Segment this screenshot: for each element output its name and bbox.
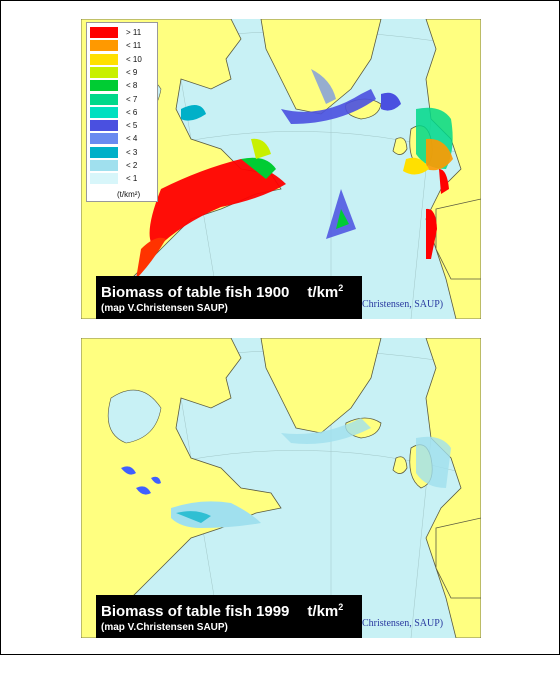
- legend-label: < 2: [126, 161, 138, 170]
- legend-label: > 11: [126, 28, 142, 37]
- ireland-land: [392, 137, 408, 155]
- map-credit-stamp: Christensen, SAUP): [362, 299, 444, 310]
- great-lakes: [121, 466, 161, 495]
- hudson-bay: [107, 389, 162, 444]
- legend-swatch: [90, 66, 118, 78]
- legend-swatch: [90, 160, 118, 171]
- caption-title-text: Biomass of table fish 1900: [101, 284, 290, 301]
- legend-swatch: [90, 27, 118, 38]
- legend-swatch: [90, 80, 118, 92]
- caption-credit: (map V.Christensen SAUP): [101, 622, 228, 633]
- legend-unit: (t/km²): [117, 190, 141, 199]
- legend-swatch: [90, 173, 118, 185]
- iberia-land: [435, 198, 481, 280]
- map-credit-stamp: Christensen, SAUP): [362, 618, 444, 629]
- biomass-1999: [171, 418, 451, 528]
- caption-unit: t/km: [307, 284, 339, 301]
- legend-swatch: [90, 40, 118, 52]
- iberia-land: [435, 517, 481, 599]
- legend-label: < 7: [126, 94, 138, 104]
- legend-label: < 1: [126, 174, 138, 184]
- legend-label: < 3: [126, 147, 138, 157]
- caption-title-text: Biomass of table fish 1999: [101, 603, 290, 620]
- north-atlantic-map-1999: [81, 338, 481, 638]
- legend-label: < 4: [126, 134, 138, 144]
- legend-label: < 10: [126, 54, 142, 64]
- map-1900: > 11 < 11 < 10 < 9 < 8 < 7 < 6 < 5 < 4 < 3 < 2 < 1 …: [81, 19, 481, 319]
- slide-frame: > 11 < 11 < 10 < 9 < 8 < 7 < 6 < 5 < 4 < 3 < 2 < 1 …: [0, 0, 560, 655]
- caption-unit-exponent: 2: [338, 283, 344, 293]
- legend-label: < 6: [126, 107, 138, 117]
- legend: > 11 < 11 < 10 < 9 < 8 < 7 < 6 < 5 < 4 < 3 < 2 < 1 …: [86, 22, 158, 202]
- ireland-land: [392, 456, 408, 474]
- legend-label: < 8: [126, 81, 138, 91]
- map-1999: Christensen, SAUP) Biomass of table fish…: [81, 338, 481, 638]
- caption-1999: Biomass of table fish 1999 t/km2 (map V.C…: [96, 595, 362, 638]
- legend-swatch: [90, 53, 118, 65]
- caption-title: Biomass of table fish 1999 t/km2: [101, 598, 362, 621]
- legend-label: < 9: [126, 67, 138, 77]
- biomass-1900: [136, 69, 453, 279]
- legend-swatch: [90, 133, 118, 145]
- caption-title: Biomass of table fish 1900 t/km2: [101, 279, 362, 302]
- legend-swatch: [90, 93, 118, 105]
- legend-swatch: [90, 106, 118, 118]
- caption-unit-exponent: 2: [338, 602, 344, 612]
- caption-credit: (map V.Christensen SAUP): [101, 303, 228, 314]
- caption-unit: t/km: [307, 603, 339, 620]
- legend-swatch: [90, 120, 118, 132]
- legend-swatch: [90, 146, 118, 158]
- legend-label: < 11: [126, 41, 142, 51]
- legend-label: < 5: [126, 121, 138, 131]
- caption-1900: Biomass of table fish 1900 t/km2 (map V.C…: [96, 276, 362, 319]
